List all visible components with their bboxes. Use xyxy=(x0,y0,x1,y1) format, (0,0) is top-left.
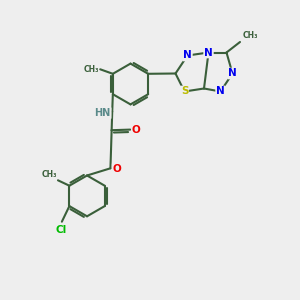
Text: Cl: Cl xyxy=(56,225,67,235)
Text: N: N xyxy=(228,68,237,79)
Text: CH₃: CH₃ xyxy=(242,32,258,40)
Text: O: O xyxy=(113,164,122,174)
Text: CH₃: CH₃ xyxy=(42,170,57,179)
Text: N: N xyxy=(183,50,192,61)
Text: N: N xyxy=(216,86,225,97)
Text: HN: HN xyxy=(94,108,111,118)
Text: CH₃: CH₃ xyxy=(83,65,99,74)
Text: O: O xyxy=(132,124,141,135)
Text: N: N xyxy=(204,47,213,58)
Text: S: S xyxy=(181,86,188,97)
